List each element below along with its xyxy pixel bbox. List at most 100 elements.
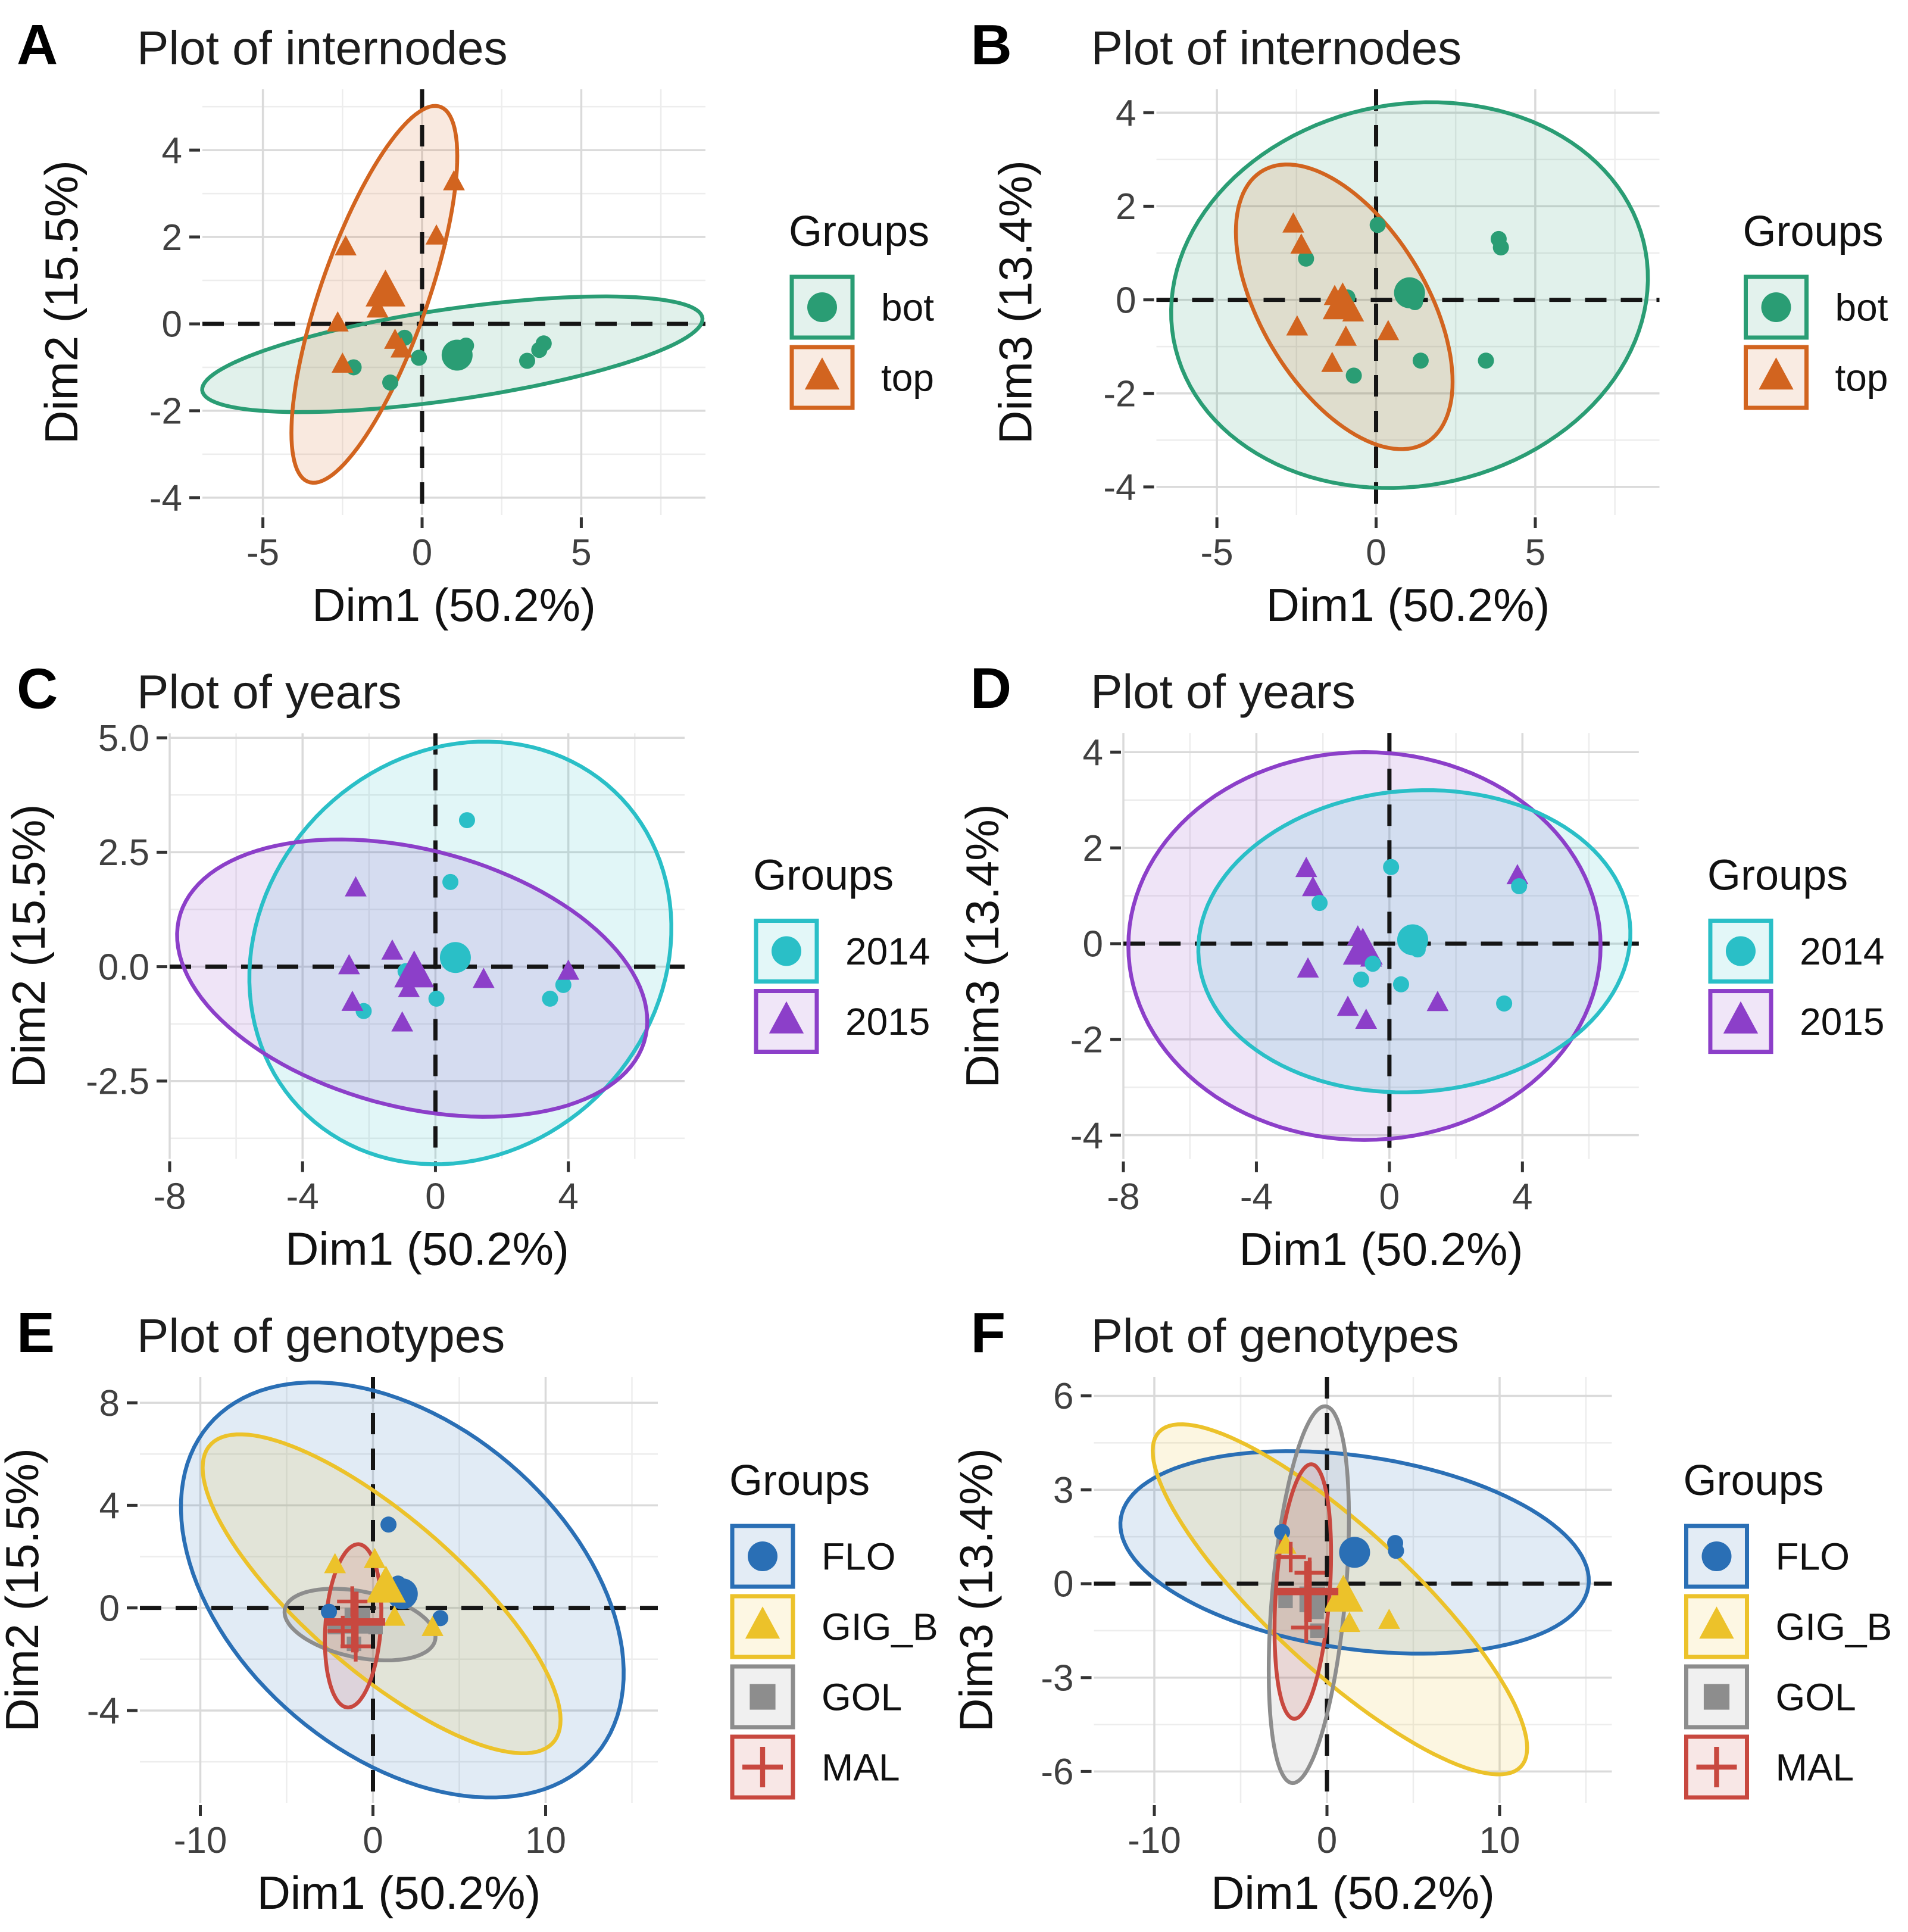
ellipse-outline-2014 bbox=[247, 739, 673, 1166]
legend-marker-circle bbox=[772, 936, 801, 966]
panel-title: Plot of internodes bbox=[137, 21, 508, 74]
centroid-top bbox=[1322, 282, 1363, 320]
legend-item-2015: 2015 bbox=[1708, 989, 1885, 1054]
x-tick-label: 10 bbox=[525, 1820, 566, 1861]
legend-item-2014: 2014 bbox=[1708, 918, 1885, 984]
legend-item-GIG_B: GIG_B bbox=[1684, 1594, 1892, 1659]
legend-item-bot: bot bbox=[789, 274, 934, 340]
scatter-point-GIG_B bbox=[324, 1553, 346, 1574]
scatter-point-GIG_B bbox=[364, 1547, 386, 1568]
x-tick-label: 0 bbox=[425, 1176, 445, 1218]
legend: Groups FLO GIG_B GOL MAL bbox=[1684, 1457, 1892, 1800]
x-tick-label: -5 bbox=[246, 532, 279, 573]
legend-item-GOL: GOL bbox=[1684, 1664, 1856, 1730]
legend: Groups bot top bbox=[789, 208, 934, 410]
legend-label: FLO bbox=[1776, 1535, 1850, 1578]
ellipse-outline-bot bbox=[200, 294, 705, 414]
zero-lines bbox=[1094, 1377, 1612, 1803]
scatter-point-bot bbox=[1478, 352, 1494, 369]
x-tick-label: -5 bbox=[1201, 532, 1234, 573]
axes: -5 0 5 -4 -2 0 2 4 bbox=[149, 130, 592, 573]
legend-item-GOL: GOL bbox=[730, 1664, 902, 1730]
scatter-point-bot bbox=[535, 335, 552, 352]
legend-title: Groups bbox=[1684, 1457, 1824, 1505]
series-GIG_B bbox=[324, 1547, 444, 1636]
scatter-point-GOL bbox=[1310, 1623, 1325, 1638]
centroid-MAL bbox=[324, 1591, 386, 1653]
legend-marker-circle bbox=[807, 292, 837, 322]
legend-item-GIG_B: GIG_B bbox=[730, 1594, 938, 1659]
y-tick-label: 0 bbox=[1082, 924, 1103, 965]
legend-label: bot bbox=[881, 286, 934, 329]
scatter-point-bot bbox=[1492, 239, 1509, 256]
x-tick-label: -8 bbox=[1107, 1176, 1139, 1218]
legend-label: GOL bbox=[1776, 1675, 1856, 1718]
panel-C-svg: C Plot of years -8 -4 0 4 -2.5 0.0 2.5 5.0 Dim1… bbox=[2, 657, 930, 1275]
scatter-point-MAL bbox=[1275, 1541, 1306, 1572]
panel-title: Plot of years bbox=[1091, 665, 1356, 718]
ellipse-outline-GIG_B bbox=[1150, 1422, 1529, 1777]
scatter-point-GOL bbox=[1278, 1593, 1293, 1609]
scatter-point-top bbox=[335, 235, 357, 256]
series-GIG_B bbox=[1275, 1533, 1400, 1633]
scatter-point-top bbox=[1321, 351, 1344, 372]
ellipse-outline-bot bbox=[1169, 100, 1650, 490]
panel-letter: D bbox=[970, 657, 1011, 720]
legend-marker-square bbox=[1703, 1684, 1730, 1710]
scatter-point-2015 bbox=[473, 967, 495, 988]
legend-label: 2015 bbox=[1800, 1000, 1884, 1043]
ellipse-strokes bbox=[1169, 100, 1650, 490]
y-axis-title: Dim3 (13.4%) bbox=[956, 804, 1008, 1088]
scatter-point-top bbox=[1286, 315, 1309, 336]
x-tick-label: 0 bbox=[363, 1820, 383, 1861]
panel-title: Plot of genotypes bbox=[137, 1309, 505, 1362]
legend-title: Groups bbox=[729, 1457, 870, 1505]
panel-E-svg: E Plot of genotypes -10 0 10 -4 0 4 8 Dim1 (50… bbox=[0, 1301, 938, 1919]
plot-area: -5 0 5 -4 -2 0 2 4 bbox=[149, 89, 705, 573]
legend-marker-plus bbox=[742, 1747, 783, 1787]
axes: -5 0 5 -4 -2 0 2 4 bbox=[1103, 93, 1545, 573]
scatter-point-2015 bbox=[1297, 957, 1319, 978]
scatter-point-2015 bbox=[345, 876, 367, 897]
scatter-point-2015 bbox=[1302, 876, 1324, 897]
legend-marker-triangle bbox=[745, 1606, 780, 1639]
scatter-point-bot bbox=[1298, 250, 1314, 267]
legend-marker-circle bbox=[748, 1541, 777, 1571]
series-MAL bbox=[1275, 1541, 1339, 1643]
y-tick-label: 0.0 bbox=[98, 947, 149, 988]
y-tick-label: 4 bbox=[99, 1485, 120, 1527]
scatter-point-top bbox=[390, 337, 413, 358]
ellipse-outline-GIG_B bbox=[201, 1432, 563, 1756]
axes: -10 0 10 -4 0 4 8 bbox=[87, 1383, 566, 1861]
scatter-point-bot bbox=[1369, 217, 1386, 233]
ellipse-outline-GOL bbox=[1266, 1404, 1351, 1786]
scatter-point-top bbox=[326, 311, 349, 332]
legend-label: FLO bbox=[822, 1535, 895, 1578]
x-tick-label: -8 bbox=[153, 1176, 186, 1218]
ellipse-outline-FLO bbox=[1118, 1449, 1591, 1656]
zero-lines bbox=[1123, 733, 1639, 1159]
y-tick-label: 0 bbox=[162, 304, 182, 345]
series-2014 bbox=[1311, 859, 1528, 1012]
legend-title: Groups bbox=[789, 208, 929, 255]
scatter-point-top bbox=[366, 297, 389, 318]
plot-area: -10 0 10 -6 -3 0 3 6 bbox=[1041, 1376, 1612, 1861]
legend-label: 2014 bbox=[1800, 930, 1884, 973]
y-tick-label: -3 bbox=[1041, 1658, 1073, 1699]
y-tick-label: 4 bbox=[1116, 93, 1136, 134]
legend-label: top bbox=[881, 356, 934, 399]
scatter-point-FLO bbox=[1388, 1543, 1404, 1559]
x-tick-label: 4 bbox=[1512, 1176, 1533, 1218]
scatter-point-2014 bbox=[1511, 878, 1528, 894]
x-tick-label: 10 bbox=[1479, 1820, 1520, 1861]
x-tick-label: 0 bbox=[1379, 1176, 1400, 1218]
legend-item-MAL: MAL bbox=[1684, 1734, 1854, 1800]
series-top bbox=[1282, 212, 1400, 372]
scatter-point-2014 bbox=[1311, 895, 1328, 912]
x-tick-label: 0 bbox=[1366, 532, 1386, 573]
legend-title: Groups bbox=[1743, 208, 1884, 255]
centroid-bot bbox=[441, 339, 473, 371]
centroid-2015 bbox=[394, 950, 435, 988]
panel-title: Plot of genotypes bbox=[1091, 1309, 1459, 1362]
